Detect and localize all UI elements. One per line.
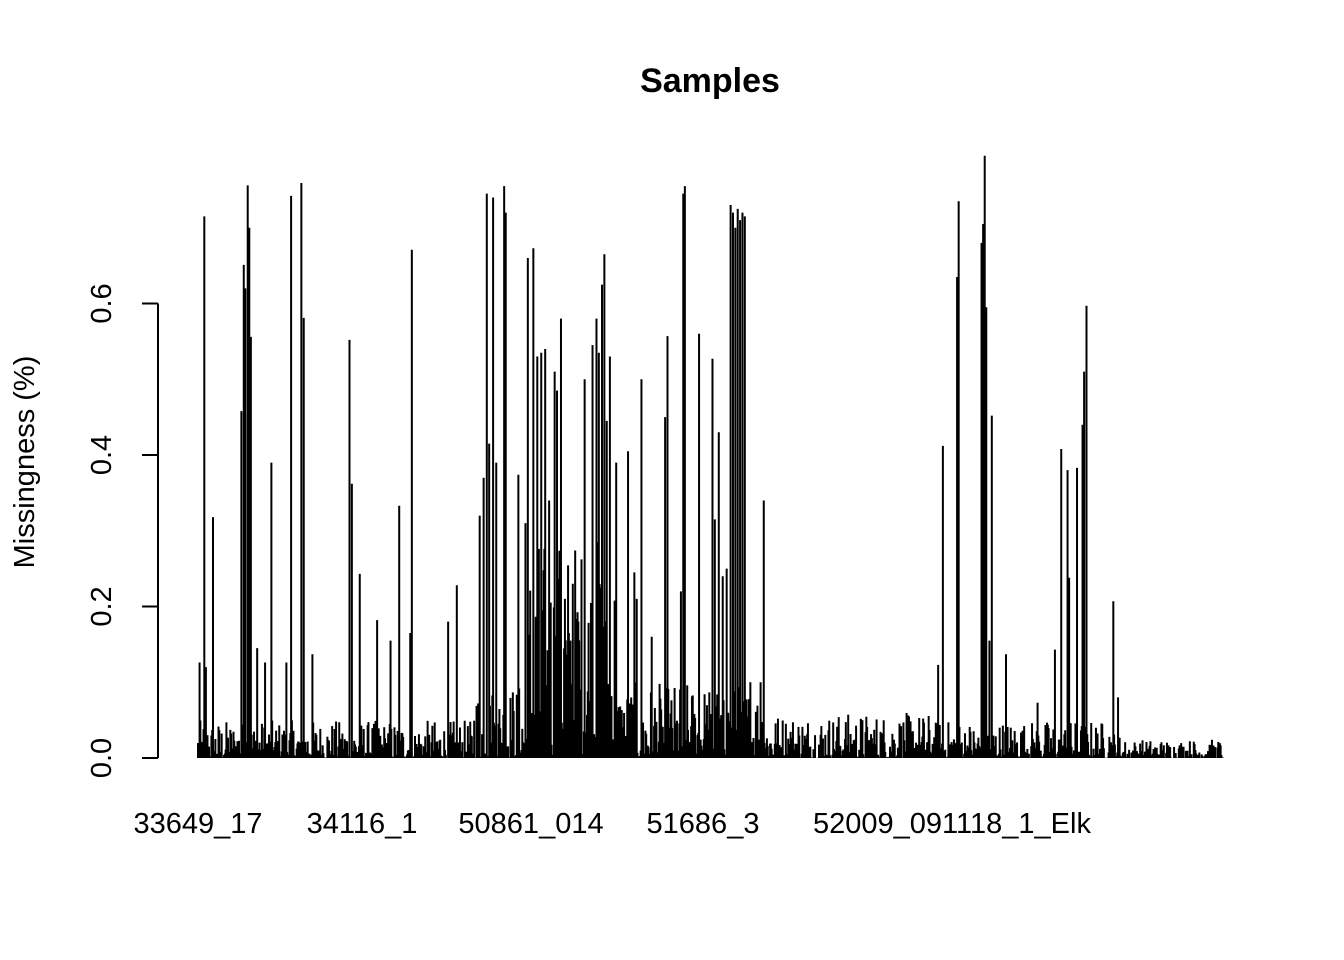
y-tick-label: 0.6 [86,283,118,323]
x-tick-label: 52009_091118_1_Elk [813,808,1091,840]
y-axis-label: Missingness (%) [9,356,41,569]
x-tick-label: 50861_014 [458,808,603,840]
x-tick-label: 51686_3 [647,808,760,840]
x-axis-tick-labels: 33649_17 34116_1 50861_014 51686_3 52009_091… [133,808,1091,840]
x-tick-label: 34116_1 [307,808,418,840]
y-axis: 0.0 0.2 0.4 0.6 [86,283,159,778]
chart-title: Samples [640,62,780,100]
y-tick-label: 0.4 [86,435,118,475]
x-tick-label: 33649_17 [133,808,262,840]
y-tick-label: 0.0 [86,738,118,778]
y-tick-label: 0.2 [86,586,118,626]
bar-series [197,155,1224,758]
